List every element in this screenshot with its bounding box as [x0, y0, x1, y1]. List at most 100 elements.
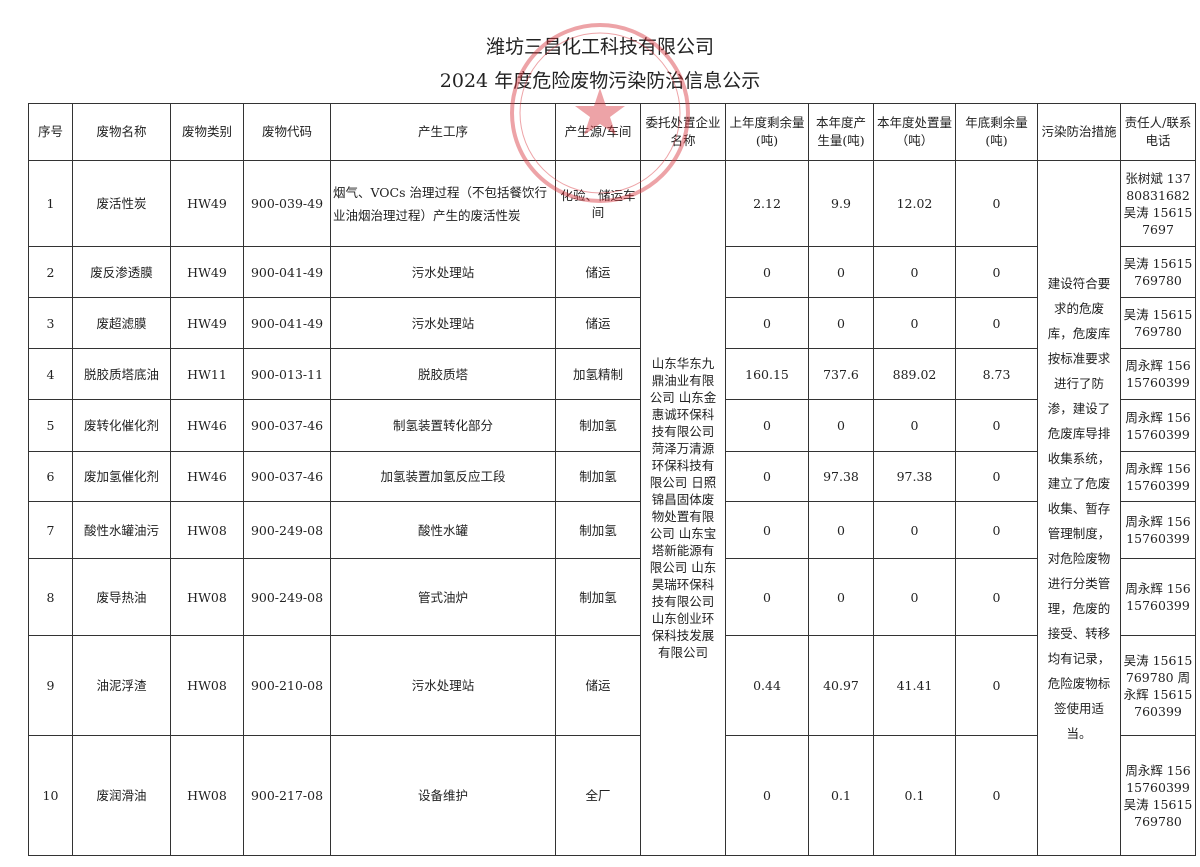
- cell-code: 900-041-49: [243, 297, 331, 349]
- cell-name: 废活性炭: [72, 160, 171, 247]
- table-row: 7 酸性水罐油污 HW08 900-249-08 酸性水罐 制加氢 0 0 0 0 周永辉 1561…: [28, 501, 1196, 559]
- cell-no: 5: [28, 399, 73, 452]
- cell-end: 0: [955, 297, 1038, 349]
- table-row: 1 废活性炭 HW49 900-039-49 烟气、VOCs 治理过程（不包括餐饮行业油…: [28, 160, 1196, 856]
- cell-prev: 2.12: [725, 160, 809, 247]
- cell-process: 烟气、VOCs 治理过程（不包括餐饮行业油烟治理过程）产生的废活性炭: [330, 160, 556, 247]
- cell-end: 0: [955, 635, 1038, 736]
- cell-process: 脱胶质塔: [330, 348, 556, 400]
- cell-source: 制加氢: [555, 501, 641, 559]
- cell-prod: 9.9: [808, 160, 874, 247]
- column-header: 污染防治措施: [1037, 103, 1121, 161]
- cell-contact: 吴涛 15615769780 周永辉 15615760399: [1120, 635, 1196, 736]
- company-title: 潍坊三昌化工科技有限公司: [485, 36, 714, 58]
- column-header: 废物类别: [170, 103, 244, 161]
- column-header: 上年度剩余量(吨): [725, 103, 809, 161]
- cell-source: 制加氢: [555, 399, 641, 452]
- cell-no: 4: [28, 348, 73, 400]
- column-header: 责任人/联系电话: [1120, 103, 1196, 161]
- cell-code: 900-013-11: [243, 348, 331, 400]
- cell-prod: 737.6: [808, 348, 874, 400]
- cell-contact: 周永辉 15615760399: [1120, 558, 1196, 636]
- cell-prev: 0: [725, 501, 809, 559]
- cell-disp: 12.02: [873, 160, 956, 247]
- cell-name: 废润滑油: [72, 735, 171, 856]
- column-header: 序号: [28, 103, 73, 161]
- cell-contact: 张树斌 13780831682 吴涛 156157697: [1120, 160, 1196, 247]
- cell-code: 900-037-46: [243, 399, 331, 452]
- cell-cat: HW49: [170, 246, 244, 298]
- cell-end: 0: [955, 558, 1038, 636]
- column-header: 委托处置企业名称: [640, 103, 726, 161]
- cell-end: 0: [955, 160, 1038, 247]
- table-row: 10 废润滑油 HW08 900-217-08 设备维护 全厂 0 0.1 0.1 0 周永辉 15…: [28, 735, 1196, 856]
- cell-source: 储运: [555, 635, 641, 736]
- column-header: 本年度处置量（吨）: [873, 103, 956, 161]
- table-row: 4 脱胶质塔底油 HW11 900-013-11 脱胶质塔 加氢精制 160.15 737.6…: [28, 348, 1196, 400]
- cell-name: 废导热油: [72, 558, 171, 636]
- cell-no: 9: [28, 635, 73, 736]
- cell-cat: HW46: [170, 451, 244, 502]
- table-row: 5 废转化催化剂 HW46 900-037-46 制氢装置转化部分 制加氢 0 0 0 0 周永辉 …: [28, 399, 1196, 452]
- cell-code: 900-249-08: [243, 558, 331, 636]
- cell-prod: 0: [808, 297, 874, 349]
- cell-source: 制加氢: [555, 558, 641, 636]
- cell-cat: HW08: [170, 735, 244, 856]
- cell-prev: 0: [725, 246, 809, 298]
- cell-prod: 40.97: [808, 635, 874, 736]
- table-row: 9 油泥浮渣 HW08 900-210-08 污水处理站 储运 0.44 40.97 41.41…: [28, 635, 1196, 736]
- disposal-companies-cell: 山东华东九鼎油业有限公司 山东金惠诚环保科技有限公司 菏泽万清源环保科技有限公司…: [640, 160, 726, 856]
- cell-code: 900-041-49: [243, 246, 331, 298]
- document-title: 2024 年度危险废物污染防治信息公示: [439, 70, 761, 92]
- cell-end: 0: [955, 501, 1038, 559]
- cell-prod: 0: [808, 246, 874, 298]
- cell-prev: 160.15: [725, 348, 809, 400]
- cell-code: 900-037-46: [243, 451, 331, 502]
- table-row: 2 废反渗透膜 HW49 900-041-49 污水处理站 储运 0 0 0 0 吴涛 156157…: [28, 246, 1196, 298]
- cell-disp: 0: [873, 558, 956, 636]
- column-header: 本年度产生量(吨): [808, 103, 874, 161]
- cell-code: 900-210-08: [243, 635, 331, 736]
- cell-process: 设备维护: [330, 735, 556, 856]
- pollution-measures-cell: 建设符合要求的危废库，危废库按标准要求进行了防渗，建设了危废库导排收集系统，建立…: [1037, 160, 1121, 856]
- cell-cat: HW08: [170, 558, 244, 636]
- cell-contact: 周永辉 15615760399: [1120, 399, 1196, 452]
- cell-contact: 吴涛 15615769780: [1120, 297, 1196, 349]
- cell-prev: 0: [725, 735, 809, 856]
- cell-end: 0: [955, 246, 1038, 298]
- table-row: 3 废超滤膜 HW49 900-041-49 污水处理站 储运 0 0 0 0 吴涛 1561576…: [28, 297, 1196, 349]
- cell-cat: HW08: [170, 635, 244, 736]
- cell-prev: 0.44: [725, 635, 809, 736]
- cell-name: 废加氢催化剂: [72, 451, 171, 502]
- cell-prev: 0: [725, 399, 809, 452]
- cell-disp: 0: [873, 501, 956, 559]
- cell-name: 油泥浮渣: [72, 635, 171, 736]
- cell-process: 管式油炉: [330, 558, 556, 636]
- cell-process: 污水处理站: [330, 297, 556, 349]
- cell-prod: 0.1: [808, 735, 874, 856]
- cell-end: 0: [955, 735, 1038, 856]
- cell-prod: 0: [808, 501, 874, 559]
- cell-source: 加氢精制: [555, 348, 641, 400]
- cell-name: 废转化催化剂: [72, 399, 171, 452]
- cell-name: 脱胶质塔底油: [72, 348, 171, 400]
- column-header: 年底剩余量(吨): [955, 103, 1038, 161]
- cell-process: 污水处理站: [330, 246, 556, 298]
- cell-no: 8: [28, 558, 73, 636]
- cell-name: 废反渗透膜: [72, 246, 171, 298]
- cell-contact: 周永辉 15615760399: [1120, 501, 1196, 559]
- cell-cat: HW08: [170, 501, 244, 559]
- cell-end: 8.73: [955, 348, 1038, 400]
- cell-process: 制氢装置转化部分: [330, 399, 556, 452]
- cell-no: 1: [28, 160, 73, 247]
- cell-cat: HW49: [170, 160, 244, 247]
- column-header: 废物名称: [72, 103, 171, 161]
- cell-contact: 周永辉 15615760399: [1120, 451, 1196, 502]
- column-header: 产生工序: [330, 103, 556, 161]
- cell-source: 储运: [555, 246, 641, 298]
- cell-code: 900-039-49: [243, 160, 331, 247]
- cell-no: 10: [28, 735, 73, 856]
- cell-cat: HW11: [170, 348, 244, 400]
- cell-process: 污水处理站: [330, 635, 556, 736]
- cell-no: 2: [28, 246, 73, 298]
